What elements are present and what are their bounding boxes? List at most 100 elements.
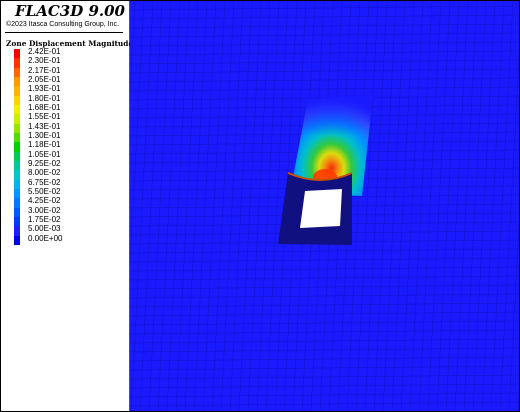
mesh-line (130, 374, 519, 380)
mesh-line (130, 383, 519, 389)
mesh-line (418, 1, 442, 411)
mesh-line (130, 257, 519, 263)
legend-value-label: 1.68E-01 (28, 103, 61, 112)
mesh-line (373, 1, 397, 411)
legend-swatch (14, 67, 20, 78)
mesh-line (130, 5, 519, 11)
legend-value-label: 2.17E-01 (28, 65, 61, 75)
mesh-line (130, 1, 154, 411)
legend-panel: FLAC3D 9.00 ©2023 Itasca Consulting Grou… (1, 1, 133, 411)
displacement-fade (290, 96, 373, 196)
legend-swatch (14, 114, 20, 125)
legend-value-label: 2.42E-01 (28, 47, 61, 56)
mesh-line (130, 275, 519, 281)
mesh-line (229, 1, 253, 411)
mesh-line (130, 50, 519, 56)
mesh-line (130, 392, 519, 398)
mesh-line (346, 1, 370, 411)
legend-value-label: 1.55E-01 (28, 112, 61, 122)
legend-swatch (14, 142, 20, 153)
mesh-line (130, 68, 519, 74)
mesh-line (130, 248, 519, 254)
mesh-line (499, 52, 519, 411)
mesh-line (130, 23, 519, 29)
legend-value-label: 1.80E-01 (28, 93, 61, 103)
legend-value-label: 1.30E-01 (28, 131, 61, 140)
legend-divider (5, 32, 123, 33)
mesh-line (202, 1, 226, 411)
legend-swatch (14, 235, 20, 246)
mesh-line (130, 311, 519, 317)
legend-swatch (14, 77, 20, 87)
mesh-line (211, 1, 235, 411)
legend-swatch (14, 86, 20, 97)
legend-value-label: 1.93E-01 (28, 84, 61, 94)
mesh-line (130, 86, 519, 92)
mesh-line (130, 338, 519, 344)
legend-swatch (14, 105, 20, 115)
legend-value-label: 0.00E+00 (28, 233, 63, 243)
legend-swatch (14, 133, 20, 143)
mesh-line (265, 1, 289, 411)
legend-value-label: 1.43E-01 (28, 121, 61, 131)
mesh-line (256, 1, 280, 411)
legend-swatch (14, 123, 20, 134)
mesh-line (130, 293, 519, 299)
legend-value-label: 5.50E-02 (28, 187, 61, 196)
legend-value-label: 6.75E-02 (28, 177, 61, 187)
mesh-line (400, 1, 424, 411)
legend-swatch (14, 179, 20, 190)
app-title: FLAC3D 9.00 (15, 2, 125, 20)
mesh-line (130, 401, 519, 407)
legend-value-label: 1.05E-01 (28, 149, 61, 159)
model-plot[interactable] (130, 1, 519, 411)
legend-value-label: 9.25E-02 (28, 159, 61, 168)
legend-value-label: 4.25E-02 (28, 196, 61, 206)
mesh-line (238, 1, 262, 411)
mesh-line (130, 266, 519, 272)
mesh-line (436, 1, 460, 411)
mesh-line (508, 219, 519, 411)
mesh-line (130, 95, 519, 101)
legend-value-label: 2.05E-01 (28, 75, 61, 84)
legend-swatch (14, 189, 20, 199)
legend-value-label: 5.00E-03 (28, 224, 61, 234)
legend-swatch (14, 207, 20, 218)
mesh-line (184, 1, 208, 411)
mesh-line (130, 320, 519, 326)
mesh-line (391, 1, 415, 411)
legend-value-label: 2.30E-01 (28, 56, 61, 66)
mesh-line (130, 347, 519, 353)
legend-value-label: 1.18E-01 (28, 140, 61, 150)
mesh-line (247, 1, 271, 411)
model-viewport[interactable] (130, 1, 519, 411)
mesh-line (409, 1, 433, 411)
mesh-line (130, 284, 519, 290)
mesh-line (130, 302, 519, 308)
mesh-line (130, 365, 519, 371)
mesh-line (193, 1, 217, 411)
legend-swatch (14, 151, 20, 162)
tunnel-lining-edge (287, 172, 353, 181)
legend-swatch (14, 198, 20, 209)
mesh-line (220, 1, 244, 411)
legend-value-label: 8.00E-02 (28, 168, 61, 178)
mesh-line (130, 14, 519, 20)
legend-swatch (14, 49, 20, 59)
legend-swatch (14, 95, 20, 106)
tunnel-opening (300, 189, 342, 228)
mesh-line (130, 77, 519, 83)
mesh-line (130, 1, 136, 99)
legend-swatch (14, 58, 20, 69)
mesh-line (355, 1, 379, 411)
legend-swatch (14, 226, 20, 237)
mesh-line (130, 1, 145, 267)
legend-swatch (14, 161, 20, 171)
mesh-line (382, 1, 406, 411)
mesh-line (364, 1, 388, 411)
legend-swatch (14, 217, 20, 227)
mesh-line (130, 59, 519, 65)
mesh-line (130, 356, 519, 362)
mesh-line (130, 329, 519, 335)
